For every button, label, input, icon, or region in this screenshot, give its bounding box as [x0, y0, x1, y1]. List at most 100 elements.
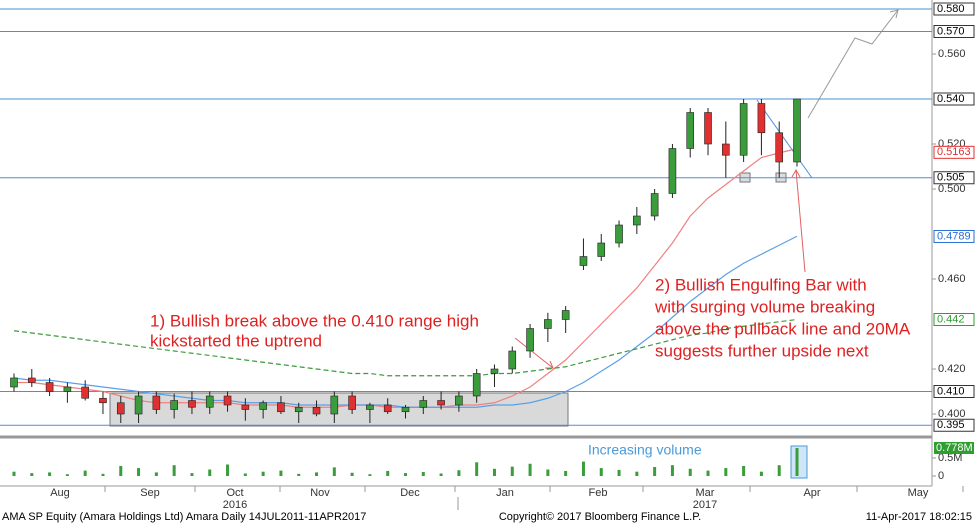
- year-label: 2017: [693, 499, 717, 511]
- price-label-box: [933, 229, 975, 243]
- x-tick-label: Apr: [803, 487, 820, 499]
- y-tick-label: 0.560: [938, 48, 966, 60]
- year-label: 2016: [223, 499, 247, 511]
- projection-arrow: [807, 9, 899, 119]
- y-tick-label: 0.500: [938, 183, 966, 195]
- volume-bar: [119, 465, 123, 476]
- candle-body: [561, 310, 570, 320]
- candle-body: [419, 400, 428, 408]
- price-label-box: [933, 145, 975, 159]
- volume-bar: [226, 464, 230, 476]
- x-tick-label: Oct: [226, 487, 243, 499]
- candle-body: [704, 112, 712, 145]
- volume-bar: [724, 468, 728, 476]
- annotation: above the pullback line and 20MA: [655, 319, 911, 338]
- x-tick-label: May: [908, 487, 929, 499]
- candle-body: [10, 377, 18, 388]
- candle-body: [152, 395, 161, 410]
- projection-arrow-head: [889, 9, 899, 19]
- candle-body: [526, 328, 534, 352]
- volume-bar: [48, 472, 52, 476]
- price-label: 0.4789: [937, 230, 971, 242]
- volume-bar: [457, 470, 461, 476]
- candle-body: [490, 368, 499, 374]
- volume-bar: [368, 474, 372, 476]
- candle-body: [757, 103, 766, 134]
- volume-bar: [777, 465, 781, 476]
- candle-body: [650, 193, 659, 217]
- volume-bar: [172, 465, 176, 476]
- volume-bar: [386, 470, 390, 476]
- candle-body: [472, 373, 481, 397]
- annotation: kickstarted the uptrend: [150, 331, 322, 350]
- volume-bar: [261, 471, 265, 476]
- level-label: 0.395: [937, 419, 965, 431]
- volume-label: 0.778M: [936, 442, 973, 454]
- volume-bar: [190, 473, 194, 476]
- annotation-arrow: [514, 337, 554, 369]
- footer-center: Copyright© 2017 Bloomberg Finance L.P.: [499, 511, 701, 523]
- candle-body: [116, 402, 125, 415]
- volume-bar: [742, 465, 746, 476]
- x-tick-label: Mar: [696, 487, 715, 499]
- level-label-box: [933, 171, 975, 185]
- volume-bar: [528, 463, 532, 476]
- candle-body: [401, 406, 410, 413]
- x-tick-label: Sep: [140, 487, 160, 499]
- volume-bar: [279, 470, 283, 476]
- moving-average-line: [13, 318, 798, 377]
- y-tick-label: 0.420: [938, 363, 966, 375]
- x-tick-label: Dec: [400, 487, 420, 499]
- annotation: 2) Bullish Engulfing Bar with: [655, 275, 867, 294]
- annotation: suggests further upside next: [655, 341, 869, 360]
- candle-body: [508, 350, 517, 370]
- candle-body: [312, 406, 321, 415]
- annotation: Increasing volume: [588, 442, 702, 458]
- volume-bar: [795, 447, 799, 476]
- price-label: 0.442: [937, 313, 965, 325]
- candle-body: [27, 377, 36, 383]
- candle-body: [45, 382, 54, 392]
- volume-bar: [635, 471, 639, 476]
- candle-body: [383, 404, 392, 413]
- volume-bar: [30, 473, 34, 476]
- candle-body: [579, 256, 588, 266]
- annotation-arrow-head: [791, 168, 801, 178]
- volume-bar: [83, 470, 87, 476]
- level-label-box: [933, 92, 975, 106]
- volume-bar: [759, 471, 763, 476]
- candle-body: [170, 400, 178, 410]
- candle-body: [99, 397, 107, 404]
- candle-body: [205, 395, 214, 408]
- candle-body: [722, 143, 730, 156]
- candle-body: [668, 148, 677, 194]
- level-label-box: [933, 385, 975, 398]
- volume-bar: [492, 468, 496, 476]
- annotation: 1) Bullish break above the 0.410 range h…: [150, 311, 479, 330]
- volume-bar: [137, 468, 141, 476]
- volume-bar: [12, 471, 16, 476]
- candle-body: [597, 242, 606, 257]
- volume-bar: [688, 468, 692, 476]
- candle-body: [775, 132, 784, 163]
- level-label-box: [933, 418, 975, 432]
- level-label: 0.505: [937, 172, 965, 184]
- candle-body: [294, 406, 303, 413]
- level-label: 0.410: [937, 385, 965, 397]
- candle-body: [81, 386, 89, 399]
- volume-bar: [653, 467, 657, 476]
- candle-body: [366, 404, 374, 410]
- x-tick-label: Jan: [496, 487, 514, 499]
- volume-tick-label: 0.5M: [938, 452, 962, 464]
- level-label: 0.580: [937, 3, 965, 15]
- y-tick-label: 0.460: [938, 273, 966, 285]
- volume-bar: [421, 472, 425, 476]
- footer-left: AMA SP Equity (Amara Holdings Ltd) Amara…: [2, 511, 366, 523]
- volume-bar: [404, 473, 407, 476]
- x-tick-label: Nov: [310, 487, 330, 499]
- volume-bar: [208, 469, 212, 476]
- candle-body: [633, 215, 641, 226]
